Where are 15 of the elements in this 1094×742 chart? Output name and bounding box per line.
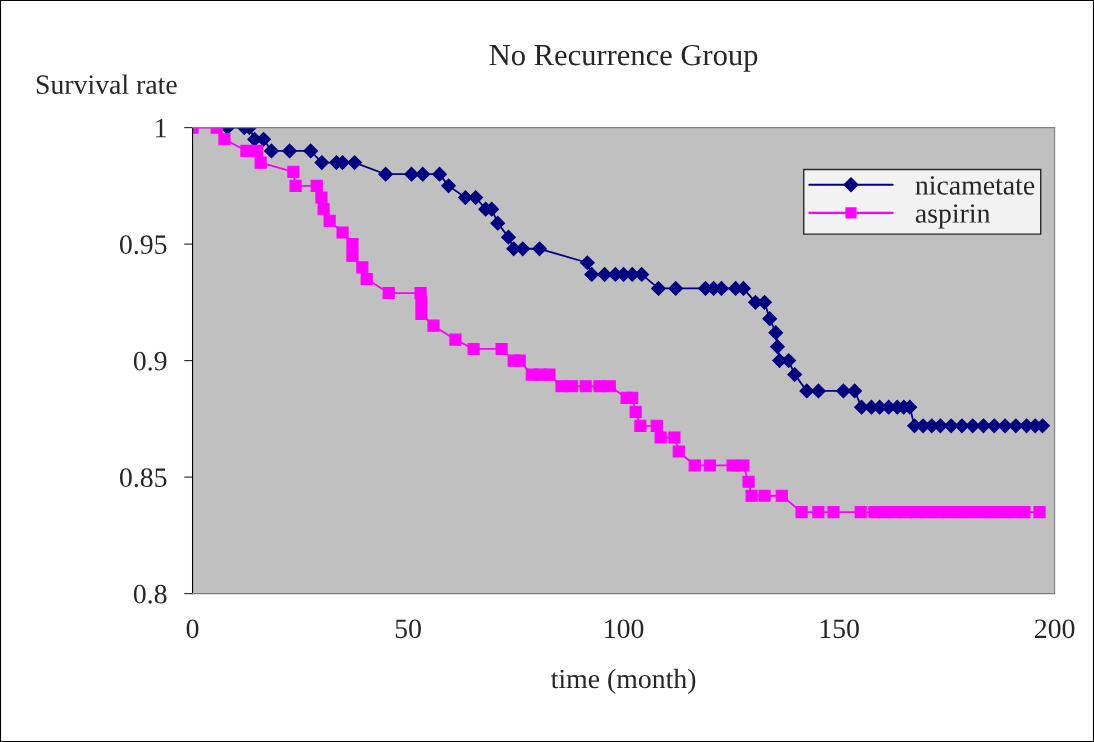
legend-label: aspirin <box>915 204 991 229</box>
x-tick-label: 0 <box>186 619 199 639</box>
chart-title: No Recurrence Group <box>489 44 758 72</box>
x-tick-label: 100 <box>605 619 644 639</box>
y-tick-label: 0.85 <box>119 468 167 488</box>
y-axis-title: Survival rate <box>36 74 177 95</box>
legend-label: nicametate <box>915 176 1035 195</box>
y-tick-label: 0.9 <box>133 351 167 371</box>
x-tick-label: 50 <box>395 619 421 639</box>
y-tick-label: 0.8 <box>133 584 167 604</box>
x-tick-label: 200 <box>1035 619 1075 639</box>
x-axis-title: time (month) <box>550 668 696 694</box>
x-tick-label: 150 <box>820 619 859 639</box>
y-tick-label: 1 <box>156 118 166 138</box>
y-tick-label: 0.95 <box>119 235 167 255</box>
